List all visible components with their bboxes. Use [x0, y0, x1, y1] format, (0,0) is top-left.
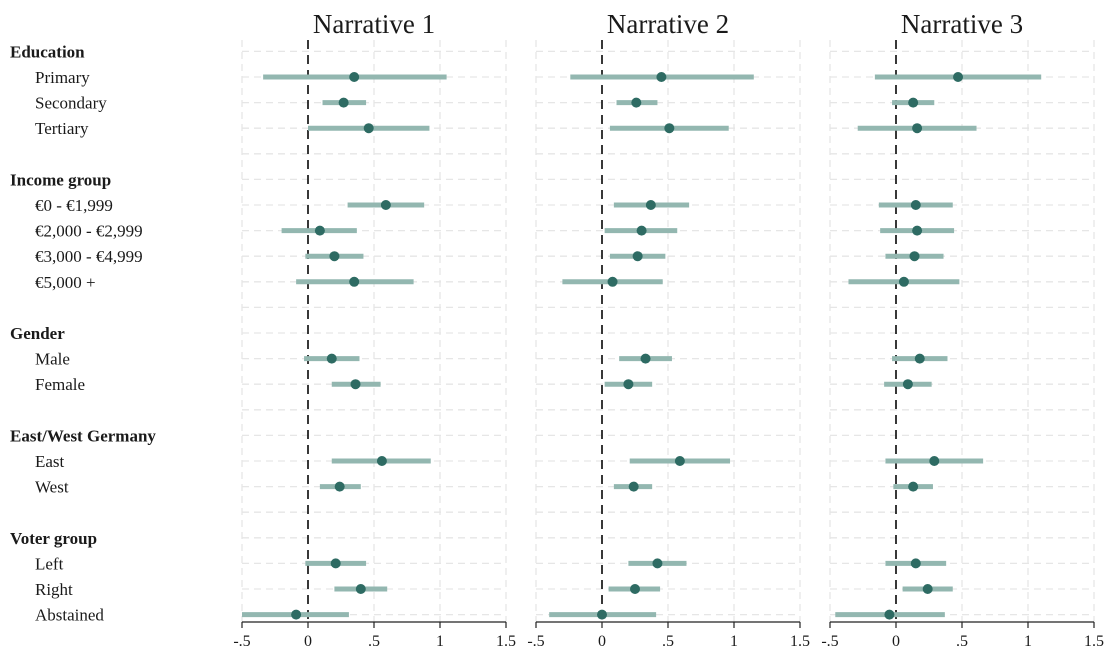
- group-label: Gender: [10, 324, 65, 343]
- point-estimate: [326, 353, 337, 364]
- point-estimate: [363, 123, 374, 134]
- x-tick-label: -.5: [527, 633, 544, 650]
- x-tick-label: 0: [892, 633, 900, 650]
- row-label: Abstained: [35, 606, 104, 625]
- point-estimate: [314, 225, 325, 236]
- row-label: Secondary: [35, 94, 107, 113]
- point-estimate: [902, 379, 913, 390]
- point-estimate: [953, 72, 964, 82]
- row-label: €0 - €1,999: [35, 196, 113, 215]
- point-estimate: [291, 609, 302, 620]
- x-tick-label: 1: [436, 633, 444, 650]
- group-label: East/West Germany: [10, 426, 156, 445]
- x-tick-label: 1.5: [496, 633, 516, 650]
- x-tick-label: .5: [662, 633, 674, 650]
- row-label: Male: [35, 350, 70, 369]
- reference-lines: [307, 40, 897, 622]
- point-estimate: [636, 225, 647, 236]
- point-estimate: [380, 200, 391, 210]
- row-label: €3,000 - €4,999: [35, 247, 143, 266]
- point-estimate: [910, 558, 921, 569]
- grid-layer: [241, 40, 1095, 622]
- confidence-intervals: [242, 74, 1042, 618]
- x-tick-label: .5: [956, 633, 968, 650]
- point-estimate: [628, 481, 639, 492]
- x-axes: -.5 0 .5 1 1.5 -.5 0 .5 1 1.5 -.5 0 .5 1 1.5: [233, 621, 1104, 650]
- point-estimate: [912, 123, 923, 134]
- group-label: Voter group: [10, 529, 97, 548]
- panel-title: Narrative 3: [901, 9, 1023, 39]
- x-tick-label: 1.5: [1084, 633, 1104, 650]
- x-tick-label: .5: [368, 633, 380, 650]
- point-estimate: [884, 609, 895, 620]
- point-estimates: [291, 72, 964, 620]
- x-tick-label: 0: [598, 633, 606, 650]
- point-estimate: [652, 558, 663, 569]
- point-estimate: [376, 456, 387, 466]
- point-estimate: [607, 276, 618, 287]
- point-estimate: [909, 251, 920, 262]
- point-estimate: [645, 200, 656, 210]
- point-estimate: [664, 123, 675, 134]
- point-estimate: [334, 481, 345, 492]
- point-estimate: [597, 609, 607, 620]
- point-estimate: [330, 558, 341, 569]
- x-tick-label: -.5: [821, 633, 838, 650]
- point-estimate: [908, 481, 919, 492]
- row-label: West: [35, 478, 69, 497]
- point-estimate: [329, 251, 340, 262]
- row-label: Tertiary: [35, 119, 89, 138]
- point-estimate: [623, 379, 634, 390]
- point-estimate: [355, 584, 366, 594]
- point-estimate: [349, 276, 360, 287]
- row-label: Primary: [35, 68, 90, 87]
- point-estimate: [898, 276, 909, 287]
- point-estimate: [929, 456, 940, 466]
- point-estimate: [640, 353, 651, 364]
- x-tick-label: 0: [304, 633, 312, 650]
- point-estimate: [632, 251, 643, 262]
- x-tick-label: 1.5: [790, 633, 810, 650]
- group-label: Income group: [10, 170, 111, 189]
- point-estimate: [631, 97, 642, 108]
- x-tick-label: 1: [1024, 633, 1032, 650]
- row-label: Right: [35, 580, 73, 599]
- row-labels: Education Primary Secondary Tertiary Income …: [10, 42, 156, 624]
- point-estimate: [630, 584, 640, 594]
- point-estimate: [908, 97, 919, 108]
- row-label: East: [35, 452, 65, 471]
- point-estimate: [350, 379, 361, 390]
- group-label: Education: [10, 42, 85, 61]
- point-estimate: [338, 97, 349, 108]
- panel-title: Narrative 2: [607, 9, 729, 39]
- x-tick-label: 1: [730, 633, 738, 650]
- panel-titles: Narrative 1 Narrative 2 Narrative 3: [313, 9, 1023, 39]
- x-tick-label: -.5: [233, 633, 250, 650]
- point-estimate: [914, 353, 925, 364]
- row-label: €5,000 +: [35, 273, 96, 292]
- point-estimate: [674, 456, 685, 466]
- point-estimate: [910, 200, 921, 210]
- point-estimate: [922, 584, 933, 594]
- point-estimate: [656, 72, 667, 82]
- point-estimate: [349, 72, 360, 82]
- row-label: €2,000 - €2,999: [35, 222, 143, 241]
- row-label: Female: [35, 375, 85, 394]
- point-estimate: [912, 225, 923, 236]
- panel-title: Narrative 1: [313, 9, 435, 39]
- row-label: Left: [35, 554, 64, 573]
